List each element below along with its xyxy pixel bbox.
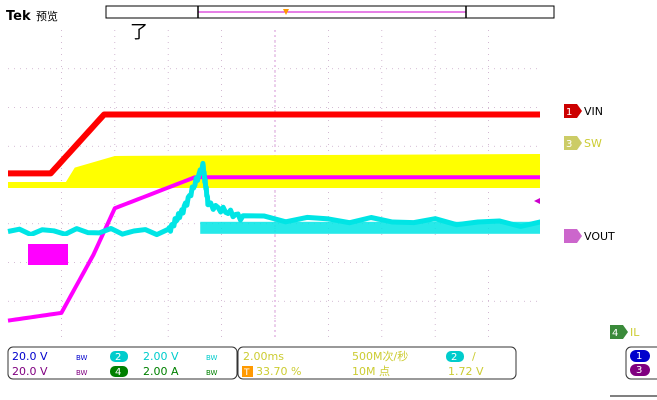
- series-vout-start-block: [28, 240, 68, 265]
- ch1-bw-icon: BW: [76, 354, 88, 362]
- trigger-level: 1.72 V: [448, 365, 484, 378]
- ch4-name: IL: [630, 326, 640, 339]
- mode-label: 预览: [36, 9, 58, 23]
- sample-rate: 500M次/秒: [352, 349, 408, 363]
- ch3-scale: 20.0 V: [12, 365, 48, 378]
- ch1-name: VIN: [584, 105, 603, 118]
- ch4-bw-icon: BW: [206, 369, 218, 377]
- menu-ch3-button[interactable]: 3: [636, 365, 642, 376]
- time-per-div: 2.00ms: [243, 350, 284, 363]
- cursor-glyph: 了: [130, 22, 148, 43]
- ch2-badge: 2: [115, 352, 121, 363]
- trigger-position-icon: [283, 9, 289, 15]
- ch2-scale: 2.00 V: [143, 350, 179, 363]
- menu-ch1-button[interactable]: 1: [636, 351, 642, 362]
- series-il-noise-band: [200, 221, 583, 234]
- trigger-level-marker: [534, 198, 540, 204]
- ch4-scale: 2.00 A: [143, 365, 179, 378]
- svg-text:4: 4: [612, 328, 618, 339]
- ch1-scale: 20.0 V: [12, 350, 48, 363]
- series-vin-line: [8, 111, 542, 177]
- svg-text:3: 3: [566, 139, 572, 150]
- ch1-label[interactable]: 1 VIN: [564, 104, 603, 118]
- ch3-label[interactable]: 3 SW: [564, 136, 602, 150]
- ch3-bw-icon: BW: [76, 369, 88, 377]
- trigger-position-value: 33.70 %: [256, 365, 301, 378]
- vertical-readout-panel[interactable]: 20.0 V BW 2 2.00 V BW 20.0 V BW 4 2.00 A…: [7, 346, 238, 380]
- overlay-mask-small: [28, 236, 68, 244]
- ch3-name: SW: [584, 137, 602, 150]
- ch2-name: VOUT: [584, 230, 615, 243]
- series-sw-envelope: [8, 154, 542, 188]
- svg-text:1: 1: [566, 107, 572, 118]
- waveform-traces: [7, 111, 583, 323]
- ch2-bw-icon: BW: [206, 354, 218, 362]
- brand-label: Tek: [6, 9, 31, 24]
- trigger-source-badge: 2: [451, 352, 457, 363]
- ch4-label[interactable]: 4 IL: [610, 325, 640, 339]
- timebase-readout-panel[interactable]: 2.00ms 500M次/秒 2 / T 33.70 % 10M 点 1.72 …: [237, 346, 517, 380]
- right-channel-menu[interactable]: 1 3: [625, 346, 657, 380]
- side-panel-mask: [540, 20, 583, 235]
- overlay-mask: [373, 236, 541, 266]
- record-length: 10M 点: [352, 365, 390, 378]
- trigger-position-badge: T: [243, 368, 250, 378]
- series-il-line: [7, 160, 543, 238]
- trigger-slope-icon: /: [472, 350, 476, 363]
- ch4-badge: 4: [115, 367, 121, 378]
- ch2-label[interactable]: VOUT: [564, 229, 615, 243]
- record-overview-bar[interactable]: [105, 5, 555, 19]
